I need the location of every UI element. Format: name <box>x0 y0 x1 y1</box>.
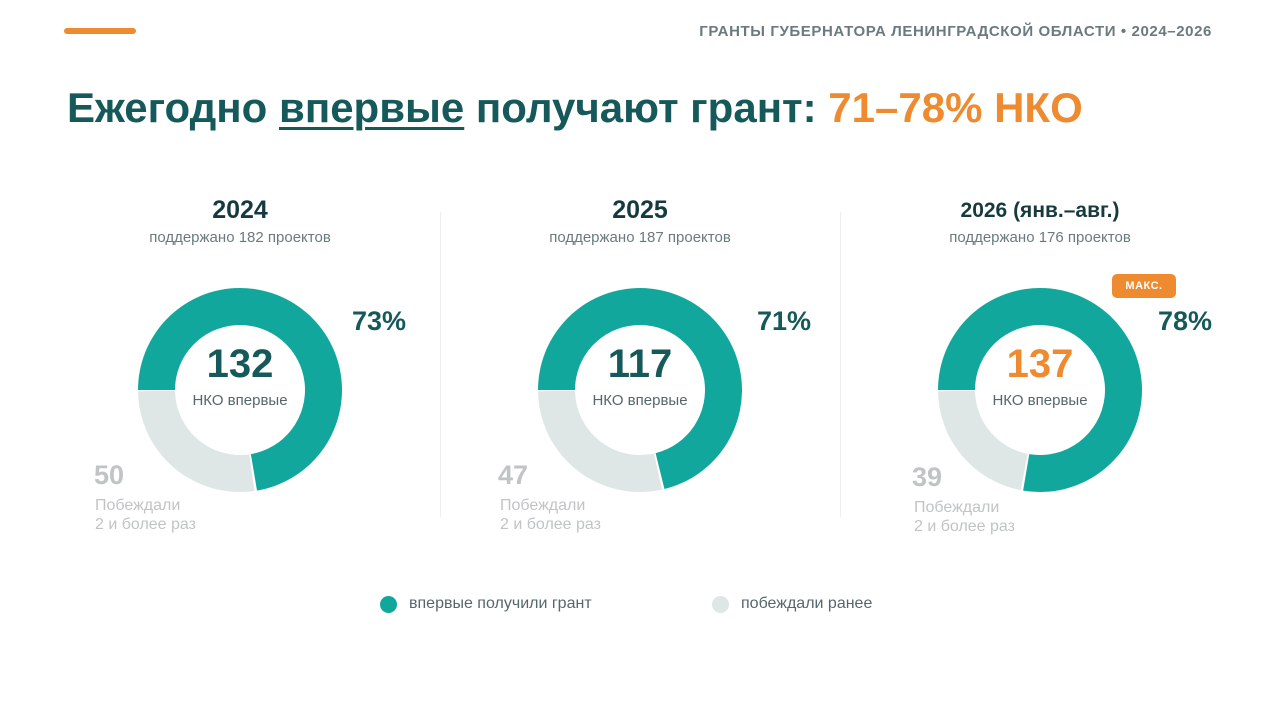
repeat-label: Побеждали 2 и более раз <box>500 496 601 534</box>
slice-repeat <box>938 390 1028 491</box>
title-highlight: 71–78% НКО <box>828 84 1083 131</box>
chart-panel-2025: 2025 поддержано 187 проектов 117 НКО впе… <box>440 190 840 550</box>
chart-panel-2026: 2026 (янв.–авг.) поддержано 176 проектов… <box>840 190 1240 550</box>
repeat-label-line2: 2 и более раз <box>95 516 196 533</box>
year-label: 2024 <box>212 196 268 224</box>
first-time-count: 132 <box>206 342 274 386</box>
first-time-count: 117 <box>607 342 673 386</box>
header-overline: ГРАНТЫ ГУБЕРНАТОРА ЛЕНИНГРАДСКОЙ ОБЛАСТИ… <box>699 23 1212 40</box>
repeat-label-line1: Побеждали <box>914 499 1000 516</box>
first-time-percent: 71% <box>757 306 812 336</box>
title-underlined: впервые <box>279 84 465 131</box>
donut-chart <box>138 287 342 493</box>
legend-swatch-repeat <box>712 595 729 613</box>
first-time-percent: 73% <box>352 306 407 336</box>
repeat-count: 50 <box>94 460 125 490</box>
first-time-count: 137 <box>1006 342 1074 386</box>
repeat-label: Побеждали 2 и более раз <box>914 498 1015 536</box>
repeat-label-line2: 2 и более раз <box>500 516 601 533</box>
legend-item-repeat: побеждали ранее <box>712 595 872 613</box>
first-time-label: НКО впервые <box>192 392 288 409</box>
title-part1: Ежегодно <box>67 84 279 131</box>
repeat-label: Побеждали 2 и более раз <box>95 496 196 534</box>
legend: впервые получили грант побеждали ранее <box>380 594 872 614</box>
divider <box>440 212 441 517</box>
divider <box>840 212 841 517</box>
legend-swatch-first-time <box>380 595 397 613</box>
slice-first-time <box>538 288 742 490</box>
projects-subtitle: поддержано 187 проектов <box>549 229 731 246</box>
projects-subtitle: поддержано 182 проектов <box>149 229 331 246</box>
page-title: Ежегодно впервые получают грант: 71–78% … <box>67 84 1083 132</box>
slice-repeat <box>538 390 663 492</box>
max-badge: МАКС. <box>1112 274 1176 298</box>
year-label: 2026 (янв.–авг.) <box>960 199 1120 222</box>
repeat-count: 47 <box>498 460 529 490</box>
repeat-label-line1: Побеждали <box>500 497 586 514</box>
slice-repeat <box>138 390 255 493</box>
legend-label: побеждали ранее <box>741 595 873 612</box>
repeat-label-line2: 2 и более раз <box>914 518 1015 535</box>
legend-item-first-time: впервые получили грант <box>380 595 712 613</box>
slice-first-time <box>138 287 342 491</box>
accent-bar <box>64 28 136 34</box>
first-time-label: НКО впервые <box>592 392 688 409</box>
title-part2: получают грант: <box>464 84 829 131</box>
first-time-percent: 78% <box>1158 306 1213 336</box>
repeat-count: 39 <box>912 462 943 492</box>
year-label: 2025 <box>612 196 668 224</box>
slice-first-time <box>938 287 1142 492</box>
donut-chart <box>538 288 742 492</box>
donut-chart <box>938 287 1142 492</box>
chart-panel-2024: 2024 поддержано 182 проектов 132 НКО впе… <box>40 190 440 550</box>
legend-label: впервые получили грант <box>409 595 592 612</box>
repeat-label-line1: Побеждали <box>95 497 181 514</box>
projects-subtitle: поддержано 176 проектов <box>949 229 1131 246</box>
first-time-label: НКО впервые <box>992 392 1088 409</box>
